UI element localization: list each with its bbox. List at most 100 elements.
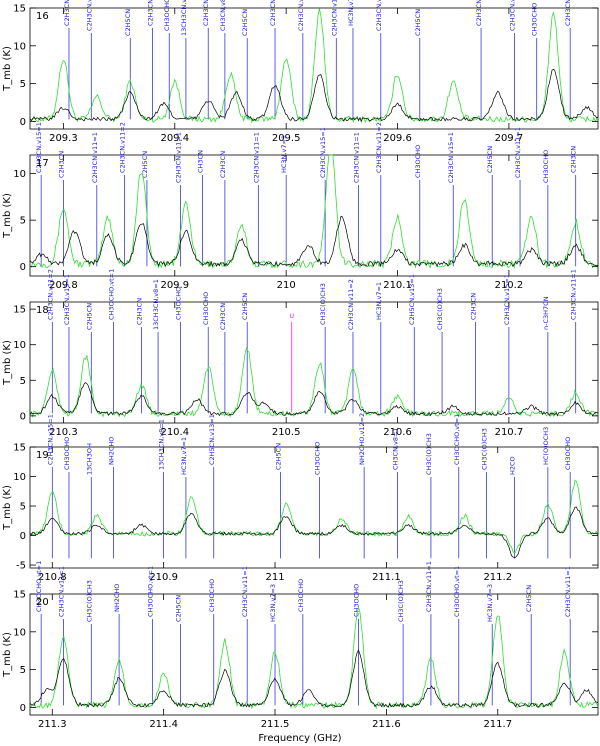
line-label: C2H3CN,v11=1 xyxy=(202,0,210,26)
line-label: C2H5CN,v13=1 xyxy=(208,414,216,465)
panels-group: C2H3CN,v11=1 C2H3CN,v15=1 C2H5CN C2H3CN,v11… xyxy=(2,0,599,730)
line-label: 13CH3CN,v8=1 xyxy=(180,0,188,36)
line-label: CH3OCHO xyxy=(531,3,539,36)
x-tick-label: 211.3 xyxy=(38,719,67,730)
panel-16: C2H3CN,v11=1 C2H3CN,v15=1 C2H5CN C2H3CN,v11… xyxy=(2,0,599,144)
line-label: HC3N,v7=1 xyxy=(375,282,383,320)
x-tick-label: 210.4 xyxy=(160,427,189,438)
y-axis-title: T_mb (K) xyxy=(2,632,13,678)
line-label: C2H3CN,v11=2 xyxy=(375,122,383,173)
panel-frame xyxy=(29,154,599,277)
model-spectrum xyxy=(29,606,599,710)
line-label: C2H3CN,v11=1 xyxy=(174,132,182,183)
line-label: CH3OCHO xyxy=(208,579,216,612)
line-label: CH3OCHO xyxy=(564,437,572,470)
line-label: CH3C(O)CH3 xyxy=(436,288,444,330)
line-label: CH3CN xyxy=(197,150,205,173)
line-label: C2H5CN xyxy=(414,9,422,36)
x-tick-label: 210.2 xyxy=(495,280,524,291)
line-label: CH3OCHO,vt=1 xyxy=(108,269,116,320)
line-label: CH3OCHO xyxy=(297,579,305,612)
observed-spectrum xyxy=(29,215,599,268)
y-tick-label: 5 xyxy=(20,376,26,387)
line-label: C2H3CN,v15=1 xyxy=(46,414,54,465)
y-tick-label: 15 xyxy=(13,4,26,15)
y-tick-label: 15 xyxy=(13,305,26,316)
panel-number: 17 xyxy=(36,158,49,169)
line-label: C2H3CN,v11=1 xyxy=(147,0,155,26)
y-tick-label: 0 xyxy=(20,262,26,273)
y-tick-label: -5 xyxy=(16,561,26,572)
y-tick-label: 10 xyxy=(13,41,26,52)
line-label: C2H3CN,v15=1 xyxy=(475,0,483,26)
y-axis-title: T_mb (K) xyxy=(2,485,13,531)
line-label: CH3OCHO xyxy=(174,287,182,320)
x-tick-label: 210.3 xyxy=(49,427,78,438)
x-tick-label: 211.1 xyxy=(372,572,401,583)
line-label: C2H3CN,v11=1 xyxy=(269,0,277,26)
x-tick-label: 210.9 xyxy=(149,572,178,583)
line-label: HC(O)OCH3 xyxy=(542,427,550,465)
x-tick-label: 210.6 xyxy=(383,427,412,438)
y-tick-label: 15 xyxy=(13,443,26,454)
line-label: C2H3CN xyxy=(564,0,572,26)
panel-number: 18 xyxy=(36,305,49,316)
line-label: C2H3CN,v15=1 xyxy=(503,274,511,325)
line-label: CH3C(O)CH3 xyxy=(85,580,93,622)
panel-frame xyxy=(29,446,599,569)
line-label: C2H3CN,v11=2 xyxy=(375,0,383,31)
y-tick-label: 10 xyxy=(13,340,26,351)
line-label: CH3OCHO xyxy=(314,442,322,475)
y-tick-label: 0 xyxy=(20,531,26,542)
line-label: C2H3CN,v11=1 xyxy=(252,132,260,183)
x-tick-label: 211.7 xyxy=(483,719,512,730)
line-label: C2H3CN xyxy=(219,303,227,330)
line-label: CH3OCHO xyxy=(414,145,422,178)
line-label: CH3OCHO xyxy=(63,437,71,470)
panel-17: C2H3CN,v15=1 C2H3CN C2H3CN,v11=1 C2H3CN,v11… xyxy=(2,122,599,291)
line-label: C2H5CN xyxy=(275,443,283,470)
line-label: CH3OCHO,vt=1 xyxy=(453,566,461,617)
line-label: CH3CN,v8=1 xyxy=(219,0,227,31)
line-label: C2H3CN,v11=2 xyxy=(46,269,54,320)
model-spectrum xyxy=(29,8,599,124)
line-label: C2H3CN,v15=1 xyxy=(63,274,71,325)
y-tick-label: 10 xyxy=(13,169,26,180)
line-label: C2H3CN,v11=1 xyxy=(353,132,361,183)
y-axis-title: T_mb (K) xyxy=(2,340,13,386)
line-label: C2H3CN,v15=1 xyxy=(35,122,43,173)
line-label: C2H3CN,v11=2 xyxy=(347,279,355,330)
panel-19: C2H3CN,v15=1 CH3OCHO 13CH3OH NH2CHO 13CH3CN,… xyxy=(2,413,599,583)
line-label: C2H5CN xyxy=(124,9,132,36)
x-tick-label: 210.7 xyxy=(495,427,524,438)
line-label: C2H3CN xyxy=(570,146,578,173)
line-label: 13CH3CN,v8=1 xyxy=(158,419,166,470)
model-spectrum xyxy=(29,346,599,419)
observed-spectrum xyxy=(29,506,599,558)
line-label: CH3C(O)CH3 xyxy=(481,428,489,470)
x-tick-label: 211.4 xyxy=(149,719,178,730)
line-label: C2H5CN xyxy=(85,303,93,330)
y-tick-label: 10 xyxy=(13,472,26,483)
x-tick-label: 210.8 xyxy=(38,572,67,583)
x-axis-title: Frequency (GHz) xyxy=(258,733,341,744)
x-tick-label: 211.2 xyxy=(483,572,512,583)
line-label: HC3N,v7=3 xyxy=(486,584,494,622)
line-label: C2H3CN,v15=1 xyxy=(297,0,305,31)
line-label: CH3OCHO,vt=1 xyxy=(35,561,43,612)
line-label: C2H3CN xyxy=(469,293,477,320)
x-tick-label: 209.3 xyxy=(49,133,78,144)
line-label: C2H3CN xyxy=(135,298,143,325)
panel-20: CH3OCHO,vt=1 C2H3CN,v11=1 CH3C(O)CH3 NH2CHO… xyxy=(2,561,599,730)
panel-frame xyxy=(29,593,599,716)
line-label: CH3OCHO,vt=1 xyxy=(453,414,461,465)
line-label: NH2CHO xyxy=(108,437,116,465)
line-label: C2H3CN xyxy=(219,151,227,178)
x-tick-label: 209.5 xyxy=(272,133,301,144)
line-label: C2H5CN xyxy=(486,146,494,173)
panel-number: 19 xyxy=(36,450,49,461)
panel-frame xyxy=(29,7,599,130)
panel-frame xyxy=(29,301,599,424)
line-label: CH3C(O)CH3 xyxy=(425,433,433,475)
